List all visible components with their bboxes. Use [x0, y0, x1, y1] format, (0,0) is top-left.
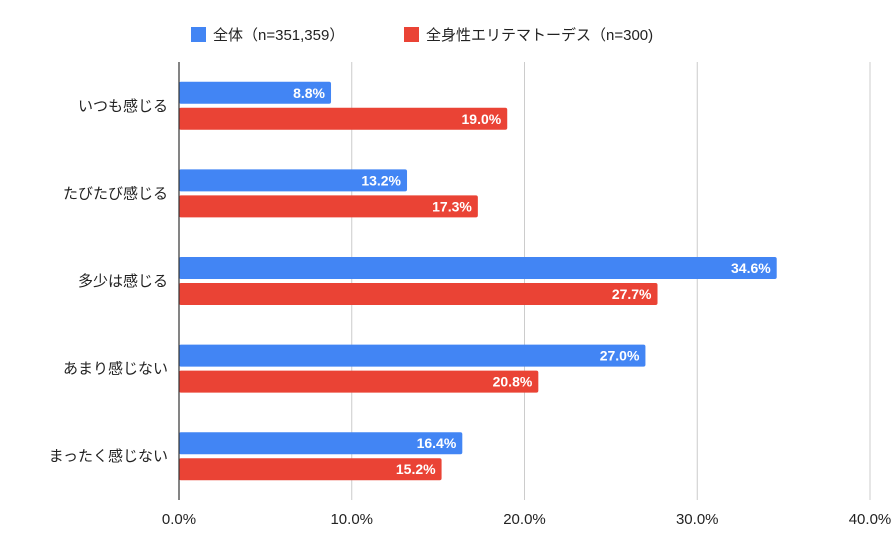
data-label-1-1: 17.3%	[432, 198, 472, 214]
bar-1-0	[179, 169, 408, 192]
axis: 0.0% 10.0% 20.0% 30.0% 40.0% いつも感じるたびたび感じる多少は…	[49, 62, 892, 528]
legend-label-1: 全身性エリテマトーデス（n=300)	[426, 26, 653, 44]
x-tick-label-1: 10.0%	[330, 511, 373, 528]
bar-0-0	[179, 81, 332, 104]
data-label-4-1: 15.2%	[396, 461, 436, 477]
bar-2-1	[179, 283, 658, 305]
grid-lines	[351, 62, 871, 500]
data-label-0-1: 19.0%	[462, 111, 502, 127]
bar-1-1	[179, 195, 478, 218]
data-label-3-0: 27.0%	[600, 348, 640, 364]
legend-swatch-0	[191, 27, 206, 42]
bar-3-1	[179, 370, 539, 393]
category-label-3: あまり感じない	[63, 361, 168, 378]
bar-3-0	[179, 344, 646, 367]
x-tick-label-2: 20.0%	[503, 511, 546, 528]
category-label-1: たびたび感じる	[63, 185, 168, 202]
legend-swatch-1	[404, 27, 419, 42]
bar-0-1	[179, 107, 508, 130]
data-label-2-0: 34.6%	[731, 260, 771, 276]
data-label-3-1: 20.8%	[493, 374, 533, 390]
x-tick-label-4: 40.0%	[849, 511, 892, 528]
bar-4-1	[179, 458, 442, 481]
data-label-1-0: 13.2%	[361, 172, 401, 188]
x-tick-label-0: 0.0%	[162, 511, 196, 528]
legend-label-0: 全体（n=351,359）	[213, 26, 344, 44]
bar-2-0	[179, 257, 777, 279]
x-tick-label-3: 30.0%	[676, 511, 719, 528]
category-label-4: まったく感じない	[49, 448, 168, 465]
data-labels: 8.8% 19.0% 13.2% 17.3% 34.6% 27.7% 27.0% 20.8% 1…	[293, 85, 771, 477]
bar-4-0	[179, 432, 463, 455]
legend: 全体（n=351,359） 全身性エリテマトーデス（n=300)	[191, 26, 653, 44]
category-label-2: 多少は感じる	[78, 273, 168, 290]
data-label-4-0: 16.4%	[417, 435, 457, 451]
bars	[179, 81, 777, 481]
data-label-0-0: 8.8%	[293, 85, 325, 101]
category-label-0: いつも感じる	[78, 98, 168, 115]
data-label-2-1: 27.7%	[612, 286, 652, 302]
